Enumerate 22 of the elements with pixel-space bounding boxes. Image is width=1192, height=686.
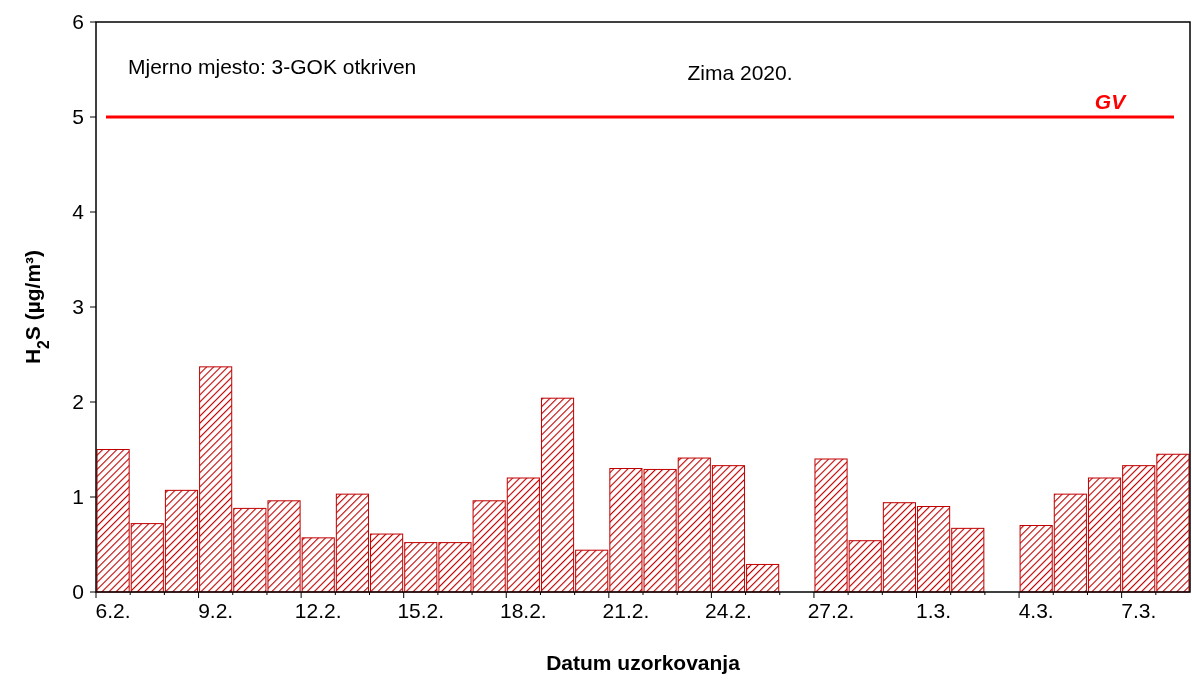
x-tick-label: 15.2. — [397, 599, 445, 622]
x-tick-label: 6.2. — [95, 599, 131, 622]
y-tick-label: 0 — [72, 580, 84, 604]
annotation: Zima 2020. — [687, 61, 793, 84]
x-tick-label: 9.2. — [198, 599, 234, 622]
x-tick-label: 27.2. — [807, 599, 855, 622]
x-tick-label: 1.3. — [916, 599, 952, 622]
y-tick-label: 4 — [72, 200, 85, 224]
x-tick-label: 18.2. — [499, 599, 547, 622]
y-tick-label: 6 — [72, 10, 84, 34]
y-tick-label: 3 — [72, 295, 84, 319]
x-tick-label: 24.2. — [705, 599, 752, 622]
ref-line-label: GV — [1094, 90, 1128, 113]
y-tick-label: 1 — [72, 485, 84, 509]
y-tick-label: 5 — [72, 105, 84, 129]
x-tick-label: 21.2. — [602, 599, 650, 622]
annotation: Mjerno mjesto: 3-GOK otkriven — [128, 55, 417, 78]
y-tick-label: 2 — [72, 390, 84, 414]
x-axis-title: Datum uzorkovanja — [546, 651, 741, 674]
x-tick-label: 4.3. — [1018, 599, 1054, 622]
x-tick-label: 12.2. — [294, 599, 342, 622]
x-tick-label: 7.3. — [1121, 599, 1157, 622]
